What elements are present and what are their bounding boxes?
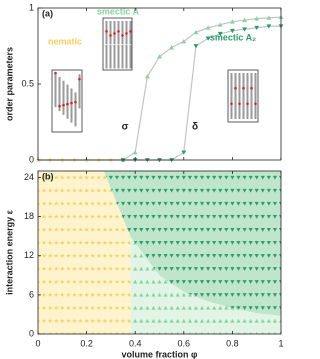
x-tick-label: 0.4 xyxy=(129,338,142,348)
inset-rod xyxy=(117,21,120,45)
annotation: nematic xyxy=(48,36,82,46)
marker xyxy=(254,25,260,31)
annotation: smectic A xyxy=(97,6,140,16)
inset-dot xyxy=(105,30,108,33)
y-tick-label: 24 xyxy=(24,172,34,182)
inset-rod xyxy=(250,73,253,119)
x-tick-label: 1 xyxy=(278,338,283,348)
inset-rod xyxy=(242,73,245,119)
plot-frame xyxy=(37,170,282,335)
inset-rod xyxy=(74,92,77,127)
marker xyxy=(193,29,199,35)
inset-rod xyxy=(66,84,69,119)
inset-rod xyxy=(125,45,128,69)
marker xyxy=(144,74,150,79)
marker xyxy=(242,17,247,23)
inset-rod xyxy=(121,45,124,69)
y-tick-label: 1 xyxy=(29,2,34,12)
inset-dot xyxy=(121,34,124,37)
figure: nematic smectic A smectic A₂ σ δ 0 0.5 1 (a) orde… xyxy=(4,2,283,359)
inset-dot xyxy=(238,102,241,106)
marker xyxy=(193,44,199,49)
marker xyxy=(266,15,272,20)
inset-dot xyxy=(109,34,112,37)
inset-dot xyxy=(254,102,257,106)
marker xyxy=(181,150,187,155)
inset-rod xyxy=(129,21,132,45)
inset-dot xyxy=(250,86,253,90)
inset-rod xyxy=(121,21,124,45)
inset-rod xyxy=(54,73,57,108)
series-line xyxy=(122,16,282,161)
marker xyxy=(181,39,187,44)
x-tick-label: 0 xyxy=(35,338,40,348)
inset-dot xyxy=(117,30,120,33)
marker xyxy=(205,36,211,41)
panel-label: (b) xyxy=(42,171,54,181)
marker xyxy=(217,22,223,27)
y-tick-label: 0 xyxy=(29,154,34,164)
marker xyxy=(157,54,162,59)
marker xyxy=(230,19,235,24)
marker xyxy=(132,150,138,155)
marker xyxy=(217,31,223,37)
y-tick-label: 0 xyxy=(29,328,34,338)
y-axis-title: interaction energy ε xyxy=(4,209,14,295)
y-tick-label: 0.5 xyxy=(21,78,34,88)
inset-dot xyxy=(242,86,245,90)
marker xyxy=(266,24,272,29)
inset-rod xyxy=(246,73,249,119)
inset-rod xyxy=(105,21,108,45)
x-tick-label: 0.2 xyxy=(80,338,93,348)
annotation: smectic A₂ xyxy=(210,32,256,42)
inset-rod xyxy=(117,45,120,69)
inset-dot xyxy=(129,30,132,33)
marker xyxy=(205,25,211,30)
marker xyxy=(169,45,175,50)
inset-rod xyxy=(105,45,108,69)
y-axis-title: order parameters xyxy=(4,47,14,121)
inset-dot xyxy=(113,32,116,35)
marker xyxy=(242,27,247,32)
marker xyxy=(254,16,260,21)
inset-dot xyxy=(78,77,81,81)
inset-rod xyxy=(109,21,112,45)
inset-dot xyxy=(58,104,61,108)
inset-dot xyxy=(246,102,249,106)
y-tick-label: 12 xyxy=(24,250,34,260)
curve-label: δ xyxy=(192,122,198,133)
panel-label: (a) xyxy=(42,8,53,18)
inset-rod xyxy=(113,45,116,69)
y-tick-label: 18 xyxy=(24,211,34,221)
inset-dot xyxy=(66,102,69,106)
inset-dot xyxy=(234,86,237,90)
phase-markers xyxy=(38,171,131,334)
x-axis-title: volume fraction φ xyxy=(122,349,199,359)
phase-markers xyxy=(103,171,281,316)
x-tick-label: 0.8 xyxy=(226,338,239,348)
inset-rod xyxy=(254,73,257,119)
inset-dot xyxy=(230,102,233,106)
y-tick-label: 6 xyxy=(29,289,34,299)
inset-dot xyxy=(62,103,65,107)
inset-rod xyxy=(58,76,61,111)
inset-dot xyxy=(70,101,73,105)
inset-rod xyxy=(234,73,237,119)
inset-rod xyxy=(129,45,132,69)
inset-rod xyxy=(109,45,112,69)
inset-dot xyxy=(74,100,77,104)
inset-rod xyxy=(70,88,73,123)
inset-rod xyxy=(78,74,81,109)
inset-rod xyxy=(230,73,233,119)
curve-label: σ xyxy=(122,122,129,133)
inset-rod xyxy=(238,73,241,119)
marker xyxy=(230,28,235,34)
inset-dot xyxy=(54,71,57,75)
x-tick-label: 0.6 xyxy=(178,338,191,348)
inset-rod xyxy=(62,80,65,115)
inset-dot xyxy=(125,32,128,35)
